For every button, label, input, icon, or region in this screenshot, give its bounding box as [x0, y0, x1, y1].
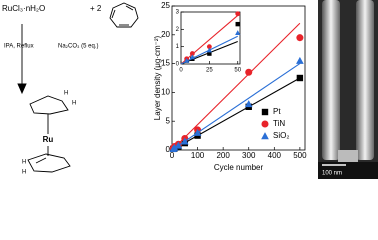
- bond: [35, 157, 47, 164]
- x-tick-label: 200: [216, 151, 230, 160]
- marker: [174, 141, 183, 149]
- marker: [206, 47, 213, 53]
- y-axis-title: Layer density (μg·cm⁻²): [153, 35, 162, 120]
- y-tick-label: 25: [161, 1, 170, 10]
- fit-line: [171, 63, 301, 151]
- x-axis-title: Cycle number: [214, 163, 264, 172]
- marker: [170, 143, 179, 151]
- y-tick-label: 5: [166, 116, 171, 125]
- bond: [125, 5, 134, 11]
- pillar: [356, 0, 374, 160]
- marker: [189, 51, 195, 57]
- y-tick-label: 0: [176, 62, 180, 68]
- marker: [206, 44, 212, 50]
- h-label: H: [72, 101, 76, 107]
- marker: [207, 51, 212, 56]
- x-tick-label: 25: [206, 68, 213, 74]
- fit-line: [180, 15, 239, 65]
- y-tick-label: 2: [176, 27, 180, 33]
- marker: [245, 68, 253, 76]
- x-tick-label: 500: [293, 151, 307, 160]
- marker: [184, 57, 190, 63]
- y-tick-label: 1: [176, 44, 180, 50]
- marker: [296, 74, 304, 82]
- reagent: RuCl₃·nH₂O: [2, 4, 45, 13]
- figure: RuCl₃·nH₂O + 2 IPA, Reflux Na₂CO₃ (5 eq.…: [2, 0, 378, 179]
- scheme: [17, 2, 139, 173]
- y-tick-label: 3: [176, 10, 180, 16]
- marker: [193, 128, 202, 136]
- h-label: H: [22, 170, 26, 176]
- h-label: H: [64, 91, 68, 97]
- x-tick-label: 0: [179, 68, 183, 74]
- y-tick-label: 15: [161, 59, 170, 68]
- x-tick-label: 400: [268, 151, 282, 160]
- sem-footer: [318, 162, 378, 179]
- micrograph: 100 nm: [318, 0, 378, 179]
- x-tick-label: 300: [242, 151, 256, 160]
- x-tick-label: 100: [191, 151, 205, 160]
- legend-label: Pt: [273, 107, 281, 116]
- fit-line: [171, 22, 301, 151]
- scale-bar-label: 100 nm: [322, 171, 342, 177]
- h-label: H: [22, 160, 26, 166]
- fit-line: [171, 77, 301, 151]
- legend-marker: [261, 108, 269, 116]
- metal-label: Ru: [43, 135, 54, 144]
- x-tick-label: 50: [234, 68, 241, 74]
- y-tick-label: 20: [161, 30, 170, 39]
- pillar: [322, 0, 340, 160]
- cycloheptatriene: [109, 2, 139, 28]
- conditions: Na₂CO₃ (5 eq.): [58, 44, 98, 50]
- legend-label: SiO₂: [273, 131, 289, 140]
- legend-marker: [261, 120, 269, 128]
- bond: [111, 9, 116, 19]
- y-tick-label: 10: [161, 88, 170, 97]
- y-tick-label: 0: [166, 145, 171, 154]
- marker: [235, 11, 241, 17]
- conditions: IPA, Reflux: [4, 44, 34, 50]
- plus: + 2: [90, 4, 102, 13]
- marker: [296, 56, 304, 64]
- legend-marker: [261, 132, 269, 140]
- marker: [189, 54, 195, 60]
- marker: [296, 34, 304, 42]
- marker: [244, 100, 253, 108]
- x-tick-label: 0: [170, 151, 175, 160]
- ring-top: [29, 95, 69, 115]
- marker: [235, 21, 240, 27]
- marker: [235, 30, 241, 35]
- legend-label: TiN: [273, 119, 285, 128]
- marker: [180, 137, 189, 145]
- arrowhead: [17, 83, 27, 95]
- trench-bottom: [338, 150, 358, 162]
- ring-bottom: [27, 153, 71, 173]
